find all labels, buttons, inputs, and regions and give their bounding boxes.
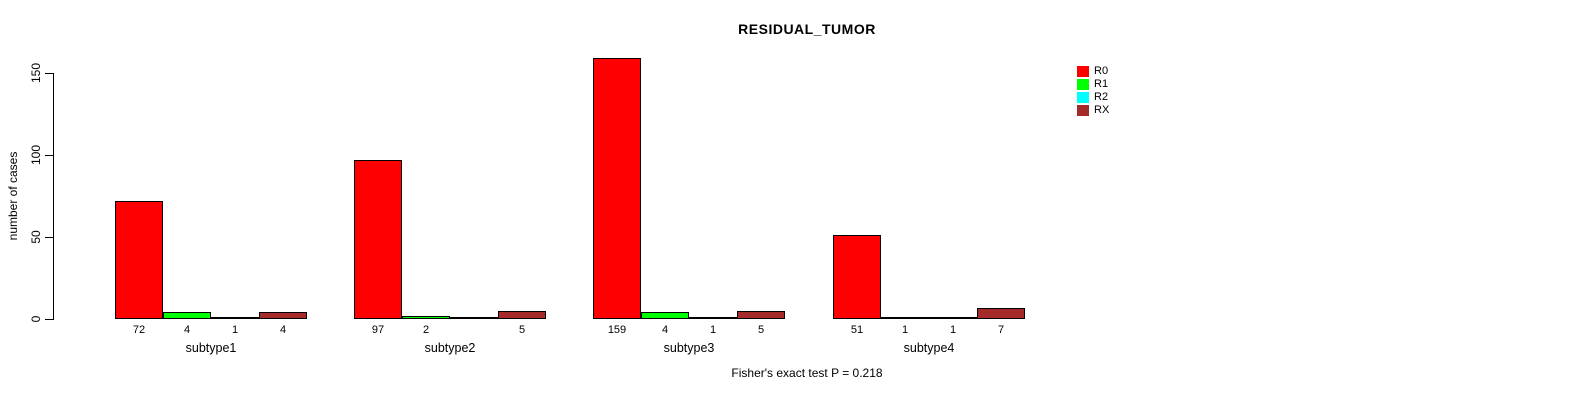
legend-swatch-r2 [1077, 92, 1089, 103]
legend: R0 R1 R2 RX [1077, 65, 1109, 117]
bar-value-label-r0-subtype3: 159 [607, 324, 627, 336]
chart-title: RESIDUAL_TUMOR [738, 21, 876, 37]
y-axis-line [53, 73, 54, 320]
bar-r1-subtype3 [641, 312, 689, 319]
legend-label: R1 [1094, 78, 1109, 90]
bar-value-label-rx-subtype4: 7 [997, 324, 1005, 336]
bar-r0-subtype1 [115, 201, 163, 319]
fisher-test-annotation: Fisher's exact test P = 0.218 [731, 366, 883, 380]
legend-item-r1: R1 [1077, 78, 1109, 91]
bar-value-label-r1-subtype4: 1 [901, 324, 909, 336]
bar-value-label-r2-subtype3: 1 [709, 324, 717, 336]
y-tick-50 [45, 237, 53, 238]
y-tick-150 [45, 73, 53, 74]
bar-rx-subtype1 [259, 312, 307, 319]
bar-rx-subtype2 [498, 311, 546, 319]
legend-item-rx: RX [1077, 104, 1109, 117]
legend-item-r0: R0 [1077, 65, 1109, 78]
x-category-label-subtype1: subtype1 [185, 341, 237, 355]
bar-r2-subtype1 [211, 317, 259, 319]
x-category-label-subtype2: subtype2 [424, 341, 476, 355]
bar-value-label-r0-subtype4: 51 [850, 324, 864, 336]
bar-r0-subtype3 [593, 58, 641, 319]
bar-value-label-r0-subtype1: 72 [132, 324, 146, 336]
bar-value-label-r2-subtype1: 1 [231, 324, 239, 336]
y-axis-title: number of cases [6, 151, 20, 241]
bar-value-label-r1-subtype3: 4 [661, 324, 669, 336]
bar-value-label-rx-subtype1: 4 [279, 324, 287, 336]
bar-value-label-rx-subtype3: 5 [757, 324, 765, 336]
y-tick-label-150: 150 [29, 62, 43, 84]
legend-swatch-r1 [1077, 79, 1089, 90]
bar-r1-subtype2 [402, 316, 450, 319]
y-tick-label-50: 50 [29, 230, 43, 244]
bar-value-label-r1-subtype1: 4 [183, 324, 191, 336]
bar-r2-subtype4 [929, 317, 977, 319]
bar-r0-subtype4 [833, 235, 881, 319]
bar-value-label-r0-subtype2: 97 [371, 324, 385, 336]
y-tick-0 [45, 319, 53, 320]
bar-r1-subtype1 [163, 312, 211, 319]
x-category-label-subtype4: subtype4 [903, 341, 955, 355]
bar-rx-subtype3 [737, 311, 785, 319]
legend-label: R2 [1094, 91, 1109, 103]
bar-r0-subtype2 [354, 160, 402, 319]
bar-r2-subtype2 [450, 317, 498, 319]
bar-r1-subtype4 [881, 317, 929, 319]
x-category-label-subtype3: subtype3 [663, 341, 715, 355]
bar-rx-subtype4 [977, 308, 1025, 319]
legend-item-r2: R2 [1077, 91, 1109, 104]
y-tick-label-100: 100 [29, 144, 43, 166]
y-tick-label-0: 0 [29, 315, 43, 323]
bar-value-label-rx-subtype2: 5 [518, 324, 526, 336]
legend-swatch-rx [1077, 105, 1089, 116]
y-tick-100 [45, 155, 53, 156]
bar-r2-subtype3 [689, 317, 737, 319]
legend-swatch-r0 [1077, 66, 1089, 77]
legend-label: RX [1094, 104, 1110, 116]
bar-value-label-r2-subtype4: 1 [949, 324, 957, 336]
bar-value-label-r1-subtype2: 2 [422, 324, 430, 336]
legend-label: R0 [1094, 65, 1109, 77]
